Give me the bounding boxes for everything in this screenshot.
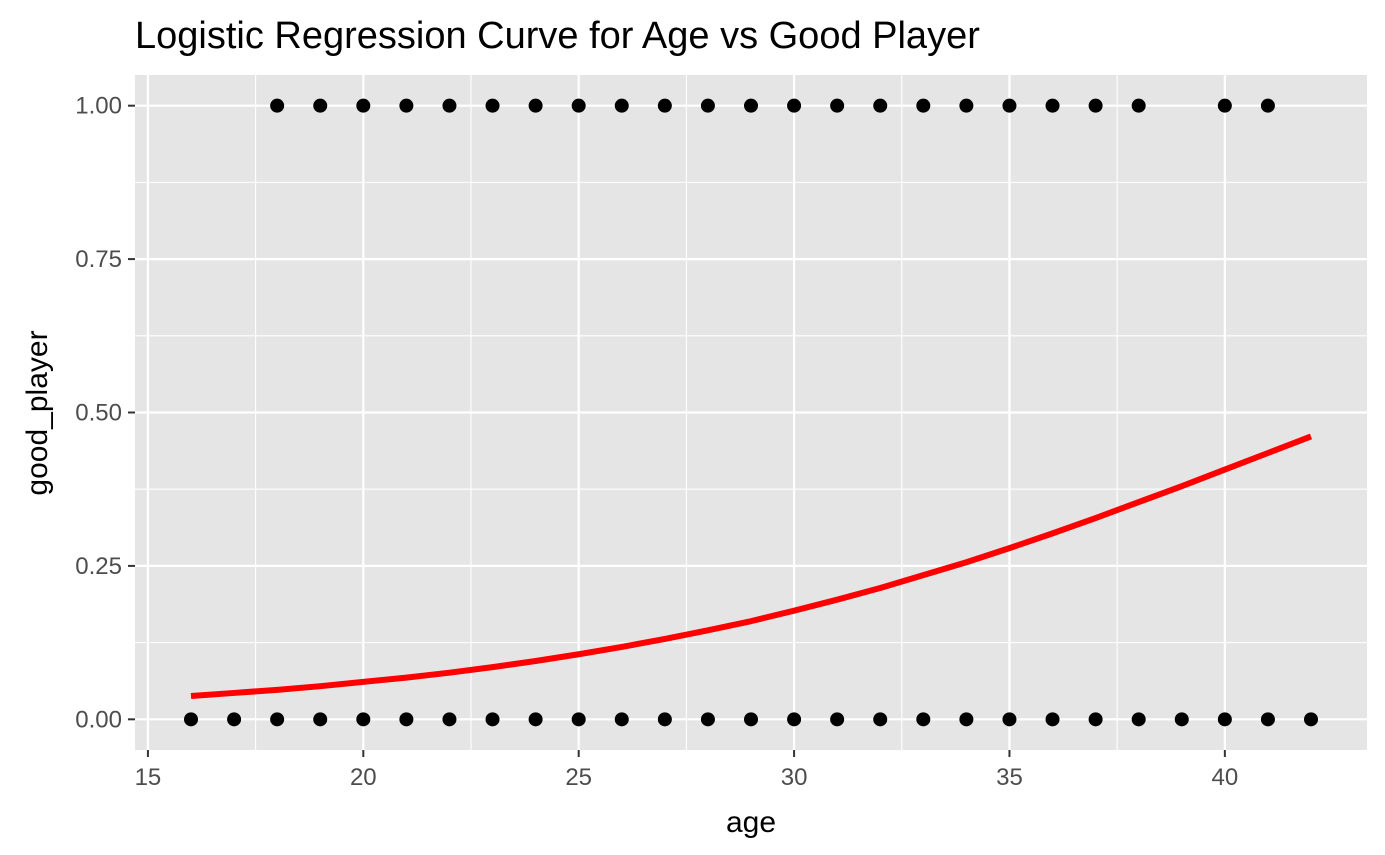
data-point <box>787 712 802 727</box>
y-axis: 0.00 0.25 0.50 0.75 1.00 <box>75 93 135 733</box>
x-tick-label: 15 <box>135 764 162 791</box>
data-point <box>1088 712 1103 727</box>
data-point <box>657 98 672 113</box>
data-point <box>356 712 371 727</box>
data-points <box>184 98 1318 727</box>
data-point <box>1045 712 1060 727</box>
data-point <box>1131 98 1146 113</box>
data-point <box>657 712 672 727</box>
data-point <box>485 98 500 113</box>
data-point <box>442 98 457 113</box>
data-point <box>700 98 715 113</box>
data-point <box>399 98 414 113</box>
data-point <box>528 712 543 727</box>
data-point <box>830 712 845 727</box>
x-tick-label: 35 <box>996 764 1023 791</box>
data-point <box>1088 98 1103 113</box>
data-point <box>399 712 414 727</box>
data-point <box>1174 712 1189 727</box>
data-point <box>744 98 758 113</box>
data-point <box>959 712 974 727</box>
data-point <box>571 98 586 113</box>
data-point <box>1260 98 1275 113</box>
x-tick-label: 30 <box>781 764 808 791</box>
y-tick-label: 0.00 <box>75 706 122 733</box>
data-point <box>700 712 715 727</box>
data-point <box>528 98 543 113</box>
data-point <box>744 712 758 727</box>
data-point <box>1217 712 1232 727</box>
chart-title: Logistic Regression Curve for Age vs Goo… <box>135 15 980 57</box>
data-point <box>873 712 888 727</box>
x-tick-label: 25 <box>565 764 592 791</box>
data-point <box>1131 712 1146 727</box>
y-tick-label: 0.75 <box>75 246 122 273</box>
data-point <box>485 712 500 727</box>
x-tick-label: 20 <box>350 764 377 791</box>
minor-gridlines <box>135 75 1367 750</box>
y-tick-label: 0.50 <box>75 400 122 427</box>
data-point <box>873 98 888 113</box>
data-point <box>313 98 328 113</box>
y-tick-label: 0.25 <box>75 553 122 580</box>
data-point <box>959 98 974 113</box>
data-point <box>356 98 371 113</box>
data-point <box>313 712 328 727</box>
x-tick-label: 40 <box>1211 764 1238 791</box>
data-point <box>571 712 586 727</box>
data-point <box>442 712 457 727</box>
data-point <box>1002 712 1017 727</box>
y-axis-title: good_player <box>21 330 54 495</box>
data-point <box>184 712 198 727</box>
y-tick-label: 1.00 <box>75 93 122 120</box>
data-point <box>614 98 629 113</box>
regression-curve <box>190 433 1313 699</box>
x-axis: 15 20 25 30 35 40 <box>135 750 1238 791</box>
data-point <box>1045 98 1060 113</box>
data-point <box>830 98 845 113</box>
data-point <box>1304 712 1318 727</box>
data-point <box>614 712 629 727</box>
data-point <box>1217 98 1232 113</box>
data-point <box>227 712 242 727</box>
data-point <box>916 712 931 727</box>
data-point <box>1002 98 1017 113</box>
data-point <box>787 98 802 113</box>
data-point <box>270 98 285 113</box>
x-axis-title: age <box>726 806 776 839</box>
data-point <box>1260 712 1275 727</box>
data-point <box>270 712 285 727</box>
data-point <box>916 98 931 113</box>
